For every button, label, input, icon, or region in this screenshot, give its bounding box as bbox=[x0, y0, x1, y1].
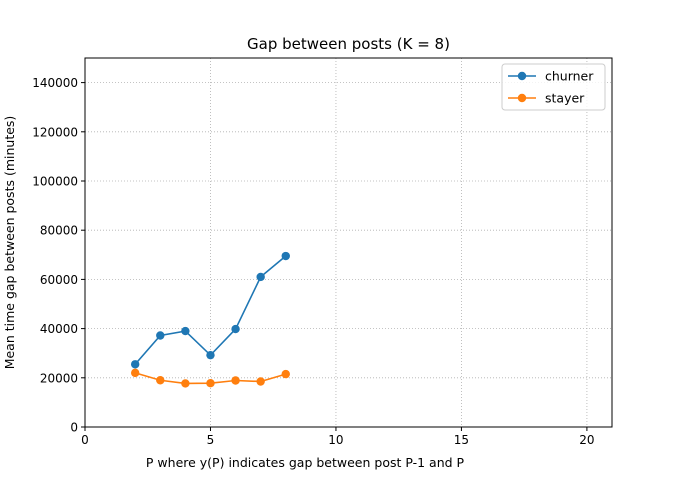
data-point-stayer bbox=[256, 377, 265, 386]
legend-label-churner: churner bbox=[545, 69, 594, 84]
data-point-stayer bbox=[181, 379, 190, 388]
data-point-stayer bbox=[231, 376, 240, 385]
y-tick-label: 40000 bbox=[40, 322, 78, 336]
legend: churner stayer bbox=[501, 63, 606, 111]
x-tick-label: 20 bbox=[579, 433, 594, 447]
series-churner bbox=[130, 251, 290, 369]
y-tick-label: 0 bbox=[70, 421, 78, 435]
plot-frame bbox=[84, 57, 613, 428]
series-stayer bbox=[130, 368, 290, 388]
x-axis-label: P where y(P) indicates gap between post … bbox=[146, 455, 465, 470]
x-tick-label: 10 bbox=[328, 433, 343, 447]
data-point-stayer bbox=[281, 369, 290, 379]
data-point-churner bbox=[231, 324, 240, 334]
grid-lines bbox=[84, 58, 612, 428]
axis-ticks: 0 5 10 15 20 0 20000 40000 60000 80000 100000 12000… bbox=[32, 76, 594, 447]
legend-swatch-marker-churner bbox=[517, 71, 527, 81]
y-tick-label: 20000 bbox=[40, 371, 78, 385]
y-tick-label: 120000 bbox=[32, 125, 78, 139]
data-point-churner bbox=[130, 360, 140, 369]
data-point-stayer bbox=[206, 379, 215, 388]
data-point-churner bbox=[281, 251, 290, 261]
y-axis-label: Mean time gap between posts (minutes) bbox=[2, 116, 17, 370]
chart-title: Gap between posts (K = 8) bbox=[247, 35, 450, 53]
series-layer bbox=[130, 251, 290, 388]
legend-swatch-marker-stayer bbox=[517, 93, 527, 103]
x-tick-label: 5 bbox=[207, 433, 215, 447]
y-tick-label: 140000 bbox=[32, 76, 78, 90]
data-point-churner bbox=[256, 272, 265, 282]
data-point-churner bbox=[206, 350, 215, 360]
y-tick-label: 60000 bbox=[40, 273, 78, 287]
data-point-stayer bbox=[156, 376, 165, 385]
y-tick-label: 100000 bbox=[32, 175, 78, 189]
x-tick-label: 0 bbox=[81, 433, 89, 447]
legend-label-stayer: stayer bbox=[545, 91, 585, 106]
y-tick-label: 80000 bbox=[40, 224, 78, 238]
x-tick-label: 15 bbox=[454, 433, 469, 447]
data-point-churner bbox=[156, 331, 165, 340]
data-point-stayer bbox=[130, 368, 140, 378]
data-point-churner bbox=[181, 326, 190, 336]
